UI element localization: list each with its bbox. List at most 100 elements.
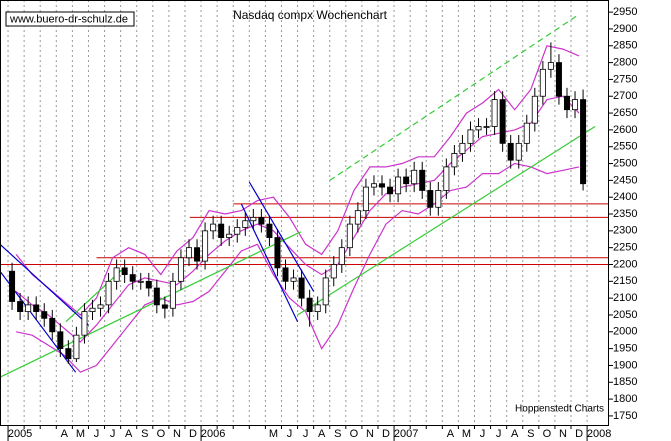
- y-tick-label: 1850: [613, 376, 637, 388]
- candle-body: [563, 95, 570, 111]
- trend-line: [0, 243, 89, 326]
- x-tick-label: N: [173, 428, 181, 440]
- x-tick-label: M: [269, 428, 278, 440]
- candle-body: [330, 264, 337, 279]
- candle-body: [475, 126, 482, 131]
- candle-body: [9, 270, 16, 302]
- candle-body: [121, 267, 128, 275]
- candle-body: [387, 186, 394, 195]
- candle-body: [443, 166, 450, 191]
- candle-body: [523, 122, 530, 144]
- x-tick-label: J: [287, 428, 293, 440]
- candle-body: [282, 267, 289, 282]
- y-tick-label: 1950: [613, 343, 637, 355]
- x-tick-label: D: [382, 428, 390, 440]
- x-tick-label: J: [496, 428, 502, 440]
- x-tick-label: M: [76, 428, 85, 440]
- trend-line: [240, 203, 299, 322]
- y-tick-label: 2850: [613, 40, 637, 52]
- x-tick-label: O: [157, 428, 166, 440]
- x-tick-label: 2007: [394, 428, 418, 440]
- watermark: www.buero-dr-schulz.de: [9, 13, 128, 25]
- y-tick-label: 2750: [613, 73, 637, 85]
- x-tick-label: D: [189, 428, 197, 440]
- candle-body: [258, 216, 265, 225]
- candle-body: [547, 62, 554, 70]
- candle-body: [411, 169, 418, 185]
- candle-body: [451, 153, 458, 168]
- candle-body: [57, 331, 64, 350]
- plot-frame: [0, 0, 609, 426]
- candle-body: [97, 304, 104, 309]
- candle-body: [113, 267, 120, 282]
- candle-body: [65, 348, 72, 360]
- y-tick-label: 2950: [613, 6, 637, 18]
- candle-body: [177, 257, 184, 282]
- candle-body: [129, 274, 136, 282]
- y-tick-label: 2050: [613, 309, 637, 321]
- y-tick-label: 2000: [613, 326, 637, 338]
- candle-body: [25, 304, 32, 312]
- candle-body: [370, 183, 377, 188]
- candle-body: [515, 142, 522, 161]
- trend-line: [297, 125, 596, 316]
- candle-body: [427, 190, 434, 208]
- candle-body: [226, 233, 233, 238]
- y-tick-label: 1900: [613, 359, 637, 371]
- x-tick-label: A: [511, 428, 519, 440]
- candle-body: [89, 307, 96, 312]
- candle-body: [314, 304, 321, 312]
- x-tick-label: N: [559, 428, 567, 440]
- candle-body: [491, 99, 498, 127]
- band-middle: [15, 95, 580, 343]
- candle-body: [539, 68, 546, 97]
- candle-body: [242, 220, 249, 228]
- y-tick-label: 2150: [613, 275, 637, 287]
- candle-body: [507, 142, 514, 161]
- x-tick-label: N: [366, 428, 374, 440]
- candle-body: [483, 126, 490, 128]
- candle-body: [17, 301, 24, 312]
- x-tick-label: S: [334, 428, 341, 440]
- candle-body: [499, 99, 506, 144]
- y-tick-label: 2500: [613, 157, 637, 169]
- chart-title: Nasdaq compx Wochenchart: [233, 8, 388, 22]
- x-tick-label: D: [575, 428, 583, 440]
- trend-line: [0, 231, 302, 378]
- x-tick-label: O: [350, 428, 359, 440]
- x-tick-label: J: [303, 428, 309, 440]
- candle-body: [531, 95, 538, 124]
- x-tick-label: J: [94, 428, 100, 440]
- candle-body: [379, 183, 386, 188]
- y-tick-label: 2300: [613, 225, 637, 237]
- candle-body: [33, 304, 40, 312]
- band-lower: [15, 162, 580, 373]
- candle-body: [81, 311, 88, 336]
- y-tick-label: 1750: [613, 410, 637, 422]
- candle-body: [73, 334, 80, 360]
- x-tick-label: A: [61, 428, 69, 440]
- candle-body: [41, 311, 48, 319]
- x-tick-label: O: [543, 428, 552, 440]
- candle-body: [322, 277, 329, 306]
- candle-body: [234, 227, 241, 235]
- candle-body: [346, 223, 353, 249]
- x-tick-label: A: [318, 428, 326, 440]
- plot-area: [0, 0, 608, 425]
- candle-body: [298, 277, 305, 299]
- candle-body: [290, 277, 297, 282]
- x-tick-label: 2008: [587, 428, 611, 440]
- y-tick-label: 2700: [613, 90, 637, 102]
- candle-body: [572, 99, 579, 111]
- x-tick-label: 2006: [201, 428, 225, 440]
- candle-body: [467, 129, 474, 144]
- candle-body: [169, 280, 176, 309]
- y-tick-label: 2800: [613, 56, 637, 68]
- y-tick-label: 2450: [613, 174, 637, 186]
- candle-body: [403, 176, 410, 185]
- source: Hoppenstedt Charts: [515, 404, 604, 415]
- candle-body: [161, 304, 168, 309]
- candle-body: [202, 230, 209, 262]
